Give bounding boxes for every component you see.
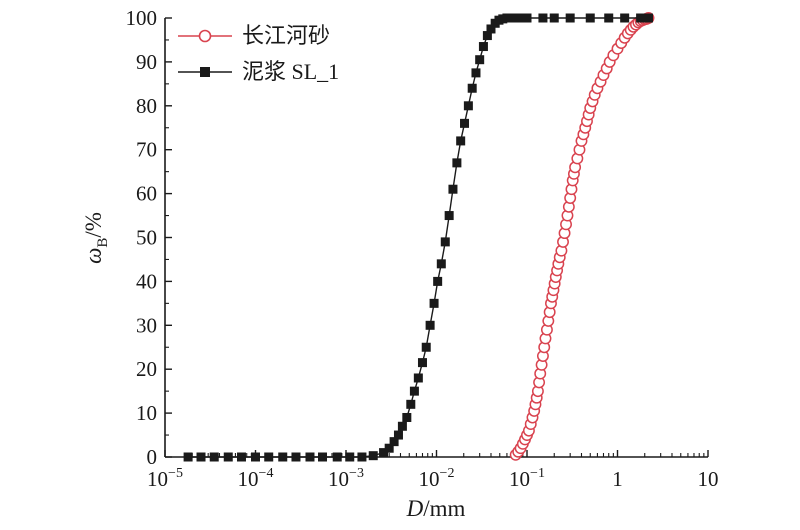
x-tick-label: 10 [698,467,719,491]
y-tick-label: 90 [136,50,157,74]
data-point [389,437,399,447]
data-point [643,13,653,23]
y-tick-label: 50 [136,226,157,250]
data-point [368,451,378,461]
data-point [183,452,193,462]
x-tick-label: 10−3 [328,466,364,491]
data-point [460,118,470,128]
data-point [345,452,355,462]
data-point [452,158,462,168]
x-tick-label: 10−1 [509,466,545,491]
data-point [223,452,233,462]
legend-item-slurry: 泥浆 SL_1 [178,59,339,84]
y-tick-label: 40 [136,269,157,293]
data-point [471,68,481,78]
data-point [440,237,450,247]
data-point [236,452,246,462]
data-point [291,452,301,462]
legend: 长江河砂 泥浆 SL_1 [178,23,339,84]
data-point [417,358,427,368]
data-point [379,448,389,458]
legend-marker-slurry [200,67,210,77]
legend-item-sand: 长江河砂 [178,23,330,48]
legend-label-sand: 长江河砂 [242,23,330,48]
data-point [444,211,454,221]
y-tick-labels: 0 10 20 30 40 50 60 70 80 90 100 [126,6,158,469]
y-tick-label: 80 [136,94,157,118]
data-point [278,452,288,462]
data-point [402,412,412,422]
data-point [332,452,342,462]
series-1 [183,13,653,462]
data-point [209,452,219,462]
series-layer [183,12,655,462]
data-point [357,452,367,462]
y-tick-label: 100 [126,6,158,30]
x-axis-title: D/mm [406,496,466,521]
y-tick-label: 0 [147,445,158,469]
data-point [585,13,595,23]
data-point [425,320,435,330]
x-tick-label: 10−2 [419,466,455,491]
data-point [393,430,403,440]
data-point [429,298,439,308]
data-point [467,83,477,93]
x-tick-label: 10−5 [147,466,183,491]
data-point [305,452,315,462]
x-tick-label: 10−4 [238,466,274,491]
data-point [538,13,548,23]
y-tick-label: 70 [136,138,157,162]
y-tick-label: 60 [136,182,157,206]
data-point [549,13,559,23]
x-tick-labels: 10−5 10−4 10−3 10−2 10−1 1 10 [147,466,718,491]
data-point [478,42,488,52]
y-tick-label: 30 [136,313,157,337]
y-tick-label: 10 [136,401,157,425]
data-point [475,55,485,65]
y-tick-label: 20 [136,357,157,381]
data-point [456,136,466,146]
data-point [636,13,646,23]
data-point [251,452,260,462]
data-point [406,399,416,409]
data-point [463,101,473,111]
data-point [318,452,328,462]
legend-marker-sand [198,29,212,43]
data-point [448,184,458,194]
data-point [482,31,492,41]
data-point [604,13,614,23]
data-point [620,13,630,23]
data-point [513,13,523,23]
series-0 [509,12,655,461]
data-point [413,373,423,383]
data-point [486,24,496,34]
data-point [196,452,206,462]
data-point [433,276,443,286]
data-point [522,13,532,23]
data-point [421,342,431,352]
data-point [436,259,446,269]
data-point [384,443,394,453]
x-tick-label: 1 [612,467,623,491]
data-point [565,13,575,23]
legend-label-slurry: 泥浆 SL_1 [242,59,339,84]
y-axis-title: ωB/% [81,212,111,264]
data-point [409,386,419,396]
data-point [397,421,407,431]
data-point [264,452,274,462]
